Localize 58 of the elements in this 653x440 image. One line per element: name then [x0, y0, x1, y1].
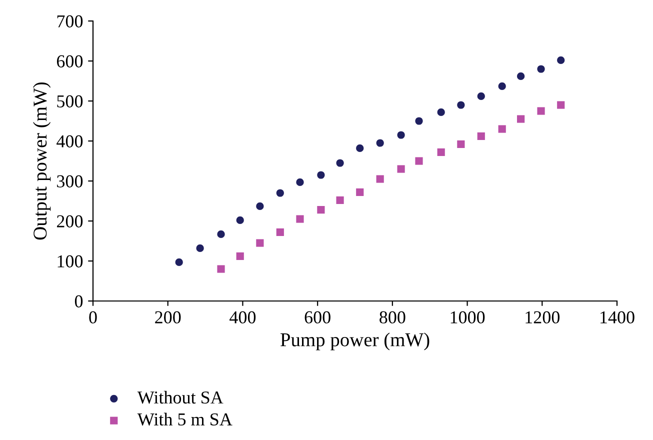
point	[376, 175, 384, 183]
x-tick-label: 1400	[600, 311, 634, 324]
point	[517, 72, 525, 80]
point	[317, 206, 325, 214]
x-tick-label: 1000	[450, 311, 485, 324]
point	[217, 265, 225, 273]
x-tick-label: 0	[89, 311, 97, 324]
point	[557, 101, 565, 109]
x-tick-label: 200	[155, 311, 181, 324]
point	[517, 115, 525, 123]
point	[317, 171, 325, 179]
point	[477, 92, 485, 100]
point	[415, 157, 423, 165]
x-tick-label: 600	[304, 311, 330, 324]
point	[276, 228, 284, 236]
point	[336, 196, 344, 204]
point	[256, 202, 264, 210]
y-tick-label: 0	[74, 295, 83, 308]
x-axis-title: Pump power (mW)	[280, 332, 430, 350]
point	[477, 132, 485, 140]
point	[236, 216, 244, 224]
x-tick-label: 800	[380, 311, 406, 324]
point	[498, 125, 506, 133]
point	[336, 159, 344, 167]
point	[498, 82, 506, 90]
point	[537, 65, 545, 73]
point	[356, 188, 364, 196]
point	[296, 215, 304, 223]
y-tick-label: 700	[57, 15, 83, 28]
point	[397, 131, 405, 139]
point	[537, 107, 545, 115]
point	[276, 189, 284, 197]
y-tick-label: 400	[56, 135, 83, 148]
x-tick-label: 1200	[526, 311, 560, 324]
y-tick-label: 500	[57, 95, 83, 108]
point	[236, 252, 244, 260]
y-tick-label: 200	[56, 215, 83, 228]
point	[196, 244, 204, 252]
point	[415, 117, 423, 125]
y-axis-title: Output power (mW)	[33, 82, 51, 240]
y-tick-label: 600	[56, 55, 83, 68]
legend-label: With 5 m SA	[137, 412, 232, 426]
point	[397, 165, 405, 173]
y-tick-label: 100	[58, 255, 83, 268]
point	[217, 230, 225, 238]
point	[296, 178, 304, 186]
x-tick-label: 400	[230, 311, 256, 324]
point	[356, 144, 364, 152]
point	[256, 239, 264, 247]
point	[376, 139, 384, 147]
legend-label: Without SA	[137, 390, 224, 404]
point	[557, 56, 565, 64]
point	[457, 140, 465, 148]
y-tick-label: 300	[57, 175, 83, 188]
point	[175, 258, 183, 266]
point	[437, 148, 445, 156]
point	[457, 101, 465, 109]
point	[437, 108, 445, 116]
